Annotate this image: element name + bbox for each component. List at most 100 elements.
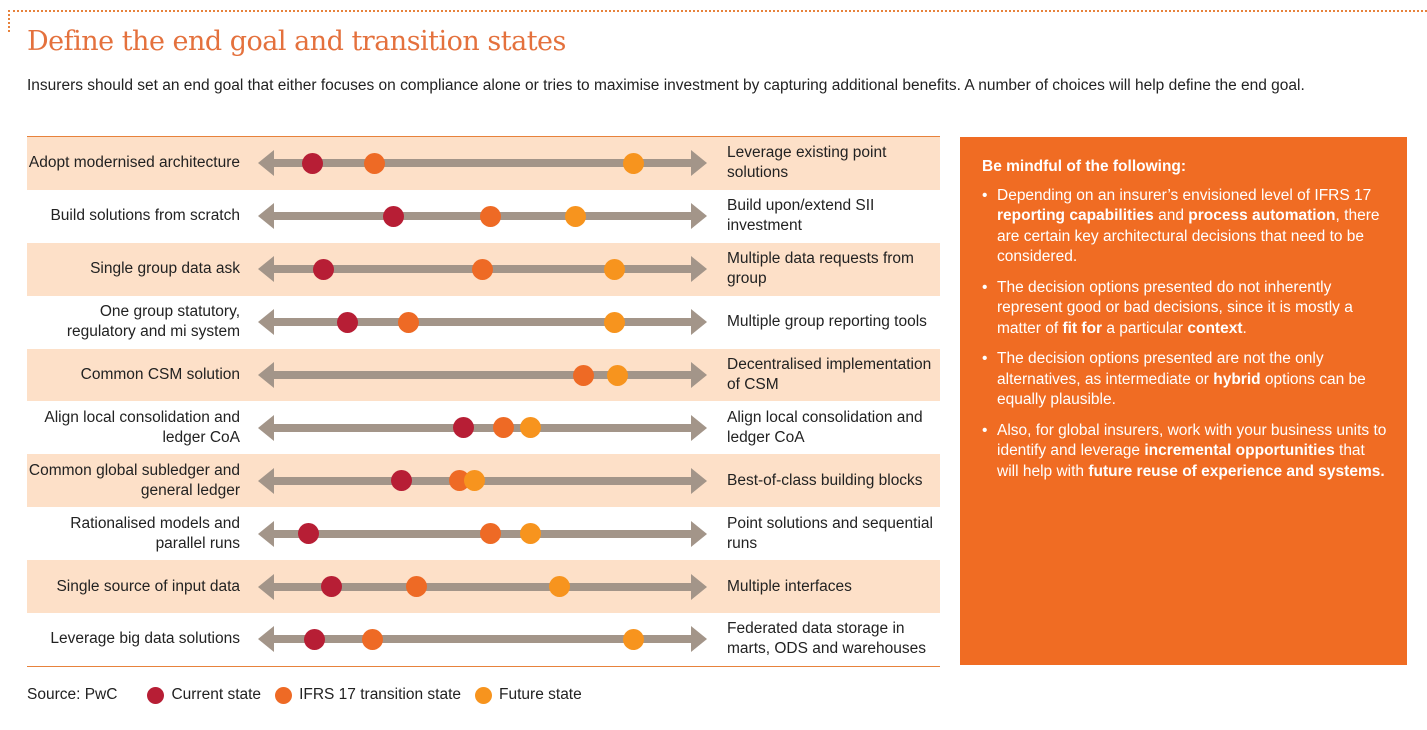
- current-state-dot: [452, 417, 474, 439]
- transition-state-dot-icon: [275, 686, 293, 704]
- left-option: Rationalised models and parallel runs: [70, 514, 240, 552]
- mindful-heading: Be mindful of the following:: [982, 158, 1187, 175]
- legend-transition-label: IFRS 17 transition state: [299, 686, 462, 703]
- arrow-shaft: [268, 159, 697, 168]
- future-state-dot: [549, 576, 571, 598]
- arrow-right-icon: [691, 203, 707, 230]
- decision-row: Common CSM solution Decentralised implem…: [27, 348, 940, 402]
- arrow-left-icon: [258, 150, 274, 177]
- text: a particular: [1102, 319, 1188, 337]
- arrow-shaft: [268, 423, 697, 432]
- bold-text: process automation: [1188, 207, 1336, 224]
- transition-state-dot: [398, 311, 420, 333]
- future-state-dot: [603, 311, 625, 333]
- right-option: Align local consolidation and ledger CoA: [727, 408, 923, 446]
- arrow-shaft: [268, 635, 697, 644]
- legend-current: Current state: [147, 686, 261, 704]
- transition-state-dot: [472, 258, 493, 280]
- transition-state-dot: [479, 205, 501, 227]
- arrow-left-icon: [258, 203, 274, 230]
- source-label: Source: PwC: [27, 686, 118, 703]
- arrow-right-icon: [691, 414, 707, 441]
- transition-state-dot: [479, 523, 501, 545]
- future-state-dot: [622, 152, 644, 174]
- decision-row: Leverage big data solutions Federated da…: [27, 613, 940, 666]
- arrow-right-icon: [691, 467, 707, 494]
- left-option: Single group data ask: [90, 260, 240, 278]
- text: options can be equally plausible.: [997, 370, 1366, 409]
- mindful-bullet: Depending on an insurer’s envisioned lev…: [982, 186, 1389, 268]
- future-state-dot: [622, 628, 644, 650]
- right-option: Build upon/extend SII investment: [727, 197, 875, 235]
- left-option: Align local consolidation and ledger CoA: [44, 408, 240, 446]
- dotted-border-left: [8, 10, 10, 32]
- mindful-bullet: The decision options presented are not t…: [982, 349, 1389, 411]
- text: , there are certain key architectural de…: [997, 207, 1380, 265]
- decision-row: Rationalised models and parallel runs Po…: [27, 507, 940, 560]
- current-state-dot: [303, 628, 325, 650]
- arrow-left-icon: [258, 467, 274, 494]
- arrow-left-icon: [258, 309, 274, 336]
- decision-row: Single group data ask Multiple data requ…: [27, 242, 940, 296]
- right-option: Multiple data requests from group: [727, 250, 914, 288]
- arrow-left-icon: [258, 362, 274, 388]
- right-option: Multiple interfaces: [727, 577, 852, 595]
- legend-future: Future state: [475, 686, 582, 704]
- current-state-dot: [382, 205, 404, 227]
- arrow-left-icon: [258, 414, 274, 441]
- text: that will help with: [997, 442, 1365, 480]
- future-state-dot: [564, 205, 586, 227]
- right-option: Multiple group reporting tools: [727, 313, 927, 331]
- left-option: Leverage big data solutions: [50, 630, 240, 648]
- left-option: One group statutory, regulatory and mi s…: [66, 303, 240, 341]
- transition-state-dot: [361, 628, 383, 650]
- future-state-dot: [464, 470, 486, 492]
- mindful-bullet: The decision options presented do not in…: [982, 278, 1389, 340]
- decision-row: Common global subledger and general ledg…: [27, 454, 940, 508]
- arrow-right-icon: [691, 256, 707, 283]
- mindful-bullet: Also, for global insurers, work with you…: [982, 421, 1389, 483]
- decision-row: Single source of input data Multiple int…: [27, 560, 940, 614]
- decision-row: Align local consolidation and ledger CoA…: [27, 401, 940, 454]
- transition-state-dot: [363, 152, 385, 174]
- decision-row: One group statutory, regulatory and mi s…: [27, 296, 940, 349]
- right-option: Best-of-class building blocks: [727, 471, 923, 489]
- legend-current-label: Current state: [171, 686, 262, 703]
- bold-text: incremental opportunities: [1144, 442, 1335, 459]
- arrow-right-icon: [691, 150, 707, 177]
- arrow-shaft: [268, 371, 697, 379]
- right-option: Point solutions and sequential runs: [727, 514, 933, 552]
- right-option: Decentralised implementation of CSM: [727, 356, 932, 393]
- page-title: Define the end goal and transition state…: [27, 26, 566, 57]
- text: The decision options presented do not in…: [997, 278, 1353, 337]
- bold-text: future reuse of experience and systems.: [1088, 462, 1385, 480]
- text: Also, for global insurers, work with you…: [997, 421, 1387, 460]
- arrow-shaft: [268, 318, 697, 327]
- legend-transition: IFRS 17 transition state: [275, 686, 461, 704]
- text: Depending on an insurer’s envisioned lev…: [997, 186, 1372, 204]
- transition-state-dot: [572, 364, 594, 386]
- left-option: Build solutions from scratch: [50, 207, 240, 225]
- arrow-right-icon: [691, 309, 707, 336]
- arrow-left-icon: [258, 256, 274, 283]
- arrow-right-icon: [691, 520, 707, 547]
- intro-text: Insurers should set an end goal that eit…: [27, 77, 1305, 94]
- arrow-shaft: [268, 582, 697, 591]
- text: The decision options presented are not t…: [997, 350, 1324, 388]
- current-state-dot-icon: [147, 686, 165, 704]
- decision-row: Adopt modernised architecture Leverage e…: [27, 137, 940, 190]
- bold-text: hybrid: [1213, 370, 1261, 388]
- left-option: Common global subledger and general ledg…: [28, 461, 240, 499]
- transition-state-dot: [493, 417, 515, 439]
- current-state-dot: [390, 470, 412, 492]
- arrow-left-icon: [258, 520, 274, 547]
- current-state-dot: [321, 576, 343, 598]
- left-option: Adopt modernised architecture: [28, 154, 240, 172]
- left-option: Common CSM solution: [80, 366, 240, 383]
- dotted-border-top: [8, 10, 1427, 12]
- text: .: [1242, 319, 1247, 337]
- current-state-dot: [301, 152, 323, 174]
- bold-text: fit for: [1062, 319, 1103, 337]
- arrow-right-icon: [691, 573, 707, 600]
- legend: Source: PwC Current state IFRS 17 transi…: [27, 686, 582, 704]
